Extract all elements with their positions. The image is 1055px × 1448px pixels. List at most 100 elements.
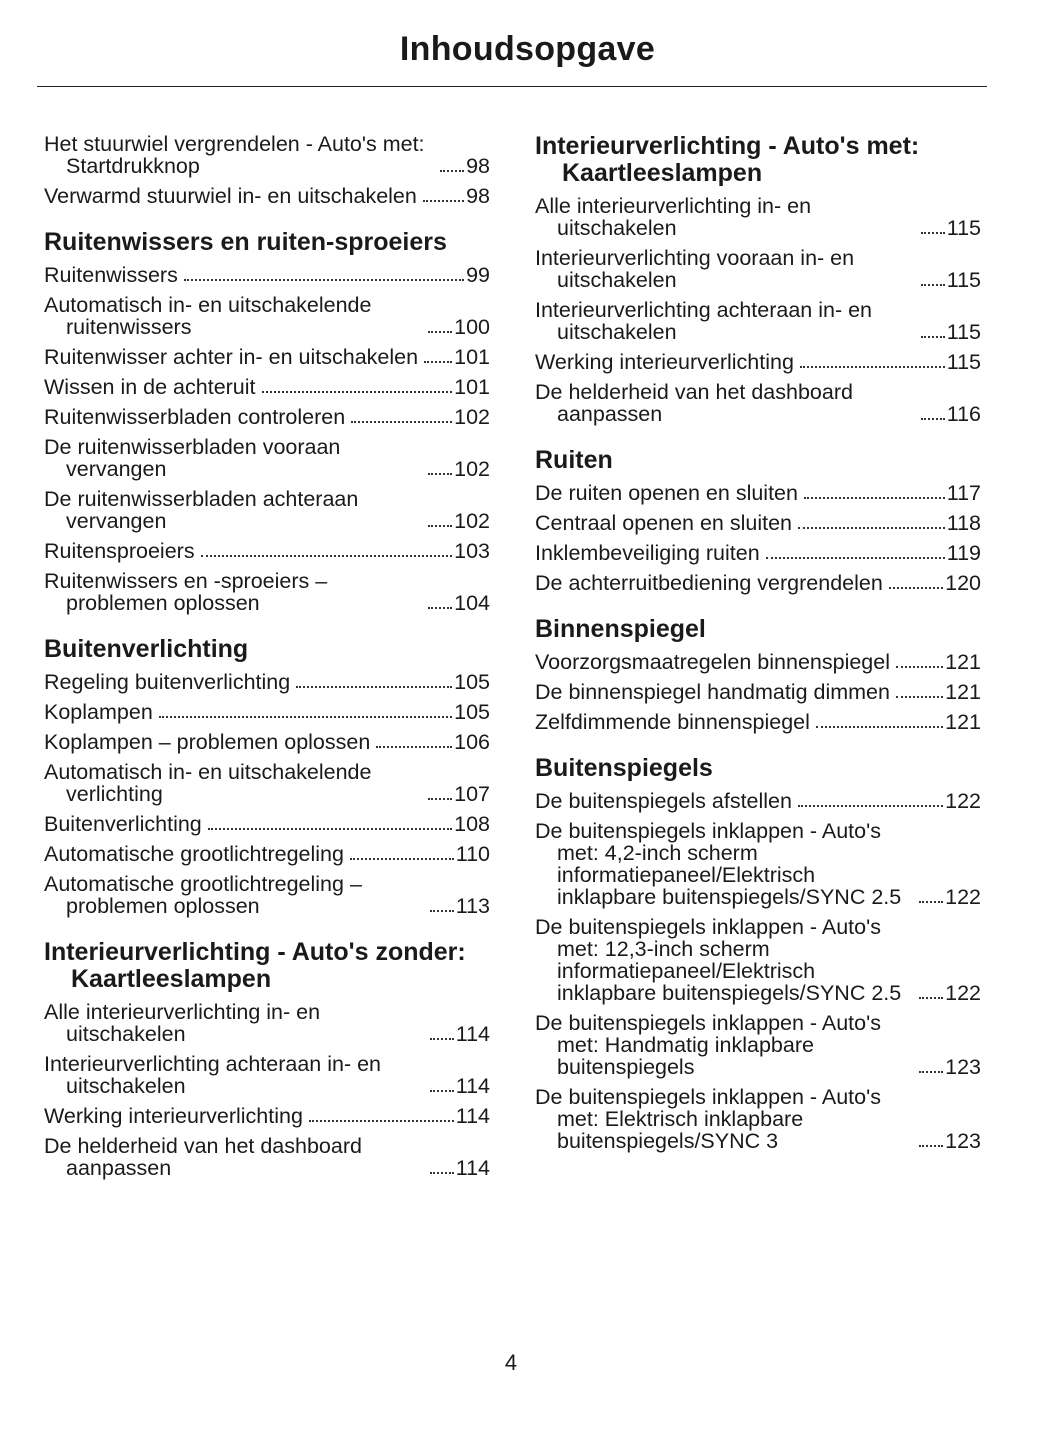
entry-page: 102	[454, 509, 490, 533]
toc-column: Het stuurwiel vergrendelen - Auto's met:…	[44, 133, 490, 1187]
dot-leader	[429, 1172, 454, 1174]
entry-title: Ruitenwissers en -sproeiers – problemen …	[44, 569, 328, 615]
toc-entry: Ruitenwissers 99	[44, 264, 490, 286]
entry-page: 121	[945, 650, 981, 674]
entry-page: 100	[454, 315, 490, 339]
entry-page: 113	[455, 894, 490, 918]
entry-page: 122	[945, 981, 981, 1005]
toc-section: Buitenverlichting Regeling buitenverlicht…	[44, 635, 490, 918]
entry-page: 98	[466, 184, 490, 208]
dot-leader	[296, 686, 453, 688]
dot-leader	[349, 858, 454, 860]
entry-title: De helderheid van het dashboard aanpasse…	[535, 380, 853, 426]
entry-title: Ruitenwissers	[44, 263, 178, 287]
dot-leader	[308, 1120, 454, 1122]
dot-leader	[896, 666, 944, 668]
toc-section: Buitenspiegels De buitenspiegels afstelle…	[535, 754, 981, 1153]
entry-page: 121	[945, 710, 981, 734]
toc-entry: Voorzorgsmaatregelen binnenspiegel 121	[535, 651, 981, 673]
toc-section: Ruitenwissers en ruiten-sproeiers Ruitenw…	[44, 229, 490, 615]
toc-entry: De buitenspiegels inklappen - Auto's met…	[535, 916, 981, 1004]
toc-entry: De buitenspiegels inklappen - Auto's met…	[535, 1012, 981, 1078]
entry-title: Koplampen	[44, 700, 153, 724]
toc-section: Ruiten De ruiten openen en sluiten 117 Cent…	[535, 447, 981, 595]
entry-title: Werking interieurverlichting	[535, 350, 794, 374]
entry-title: Buitenverlichting	[44, 812, 202, 836]
entry-page: 99	[466, 263, 490, 287]
entry-title: Alle interieurverlichting in- en uitscha…	[44, 1000, 321, 1046]
entry-title: De ruiten openen en sluiten	[535, 481, 798, 505]
entry-page: 102	[454, 457, 490, 481]
dot-leader	[888, 587, 944, 589]
entry-title: Interieurverlichting achteraan in- en ui…	[44, 1052, 382, 1098]
toc-entry: Wissen in de achteruit 101	[44, 376, 490, 398]
entry-title: De ruitenwisserbladen achteraan vervange…	[44, 487, 359, 533]
dot-leader	[920, 336, 945, 338]
section-heading: Buitenspiegels	[535, 754, 713, 782]
dot-leader	[428, 798, 453, 800]
entry-title: Interieurverlichting achteraan in- en ui…	[535, 298, 873, 344]
dot-leader	[919, 1145, 944, 1147]
dot-leader	[920, 232, 945, 234]
entry-title: Automatisch in- en uitschakelende verlic…	[44, 760, 372, 806]
toc-column: Interieurverlichting - Auto's met: Kaart…	[535, 133, 981, 1160]
entry-title: Wissen in de achteruit	[44, 375, 256, 399]
dot-leader	[803, 497, 945, 499]
entry-title: De buitenspiegels afstellen	[535, 789, 792, 813]
toc-entry: Ruitenwissers en -sproeiers – problemen …	[44, 570, 490, 614]
dot-leader	[422, 200, 465, 202]
toc-entry: Interieurverlichting vooraan in- en uits…	[535, 247, 981, 291]
dot-leader	[765, 557, 945, 559]
entry-title: Ruitenwisserbladen controleren	[44, 405, 346, 429]
dot-leader	[428, 525, 453, 527]
entry-title: De buitenspiegels inklappen - Auto's met…	[535, 819, 902, 909]
toc-entry: De ruitenwisserbladen achteraan vervange…	[44, 488, 490, 532]
page-title: Inhoudsopgave	[399, 30, 656, 68]
dot-leader	[895, 696, 944, 698]
dot-leader	[428, 473, 453, 475]
entry-title: De helderheid van het dashboard aanpasse…	[44, 1134, 362, 1180]
entry-title: De buitenspiegels inklappen - Auto's met…	[535, 915, 902, 1005]
toc-entry: Automatisch in- en uitschakelende ruiten…	[44, 294, 490, 338]
toc-section: Interieurverlichting - Auto's zonder: Ka…	[44, 939, 490, 1180]
section-heading: Binnenspiegel	[535, 615, 706, 643]
entry-page: 103	[454, 539, 490, 563]
section-heading: Buitenverlichting	[44, 635, 249, 663]
entry-title: Inklembeveiliging ruiten	[535, 541, 760, 565]
dot-leader	[799, 366, 945, 368]
entry-title: Ruitenwisser achter in- en uitschakelen	[44, 345, 419, 369]
entry-title: Interieurverlichting vooraan in- en uits…	[535, 246, 855, 292]
dot-leader	[429, 1038, 454, 1040]
entry-title: De buitenspiegels inklappen - Auto's met…	[535, 1011, 881, 1079]
entry-page: 104	[454, 591, 490, 615]
toc-section: Interieurverlichting - Auto's met: Kaart…	[535, 133, 981, 426]
entry-title: Het stuurwiel vergrendelen - Auto's met:…	[44, 132, 425, 178]
toc-entry: Automatische grootlichtregeling – proble…	[44, 873, 490, 917]
toc-entry: Ruitenwisser achter in- en uitschakelen 1…	[44, 346, 490, 368]
dot-leader	[183, 279, 465, 281]
toc-entry: Buitenverlichting 108	[44, 813, 490, 835]
toc-entry: Werking interieurverlichting 115	[535, 351, 981, 373]
entry-title: Zelfdimmende binnenspiegel	[535, 710, 810, 734]
toc-entry: De buitenspiegels inklappen - Auto's met…	[535, 1086, 981, 1152]
dot-leader	[919, 901, 944, 903]
toc-entry: Centraal openen en sluiten 118	[535, 512, 981, 534]
entry-title: Verwarmd stuurwiel in- en uitschakelen	[44, 184, 417, 208]
entry-page: 122	[945, 789, 981, 813]
toc-entry: Ruitensproeiers 103	[44, 540, 490, 562]
entry-title: De ruitenwisserbladen vooraan vervangen	[44, 435, 341, 481]
toc-section: Binnenspiegel Voorzorgsmaatregelen binnen…	[535, 615, 981, 734]
page-number: 4	[504, 1350, 518, 1375]
dot-leader	[429, 1090, 454, 1092]
toc-entry: De helderheid van het dashboard aanpasse…	[535, 381, 981, 425]
entry-title: Regeling buitenverlichting	[44, 670, 291, 694]
toc-entry: Automatische grootlichtregeling 110	[44, 843, 490, 865]
entry-page: 101	[454, 345, 490, 369]
toc-entry: Verwarmd stuurwiel in- en uitschakelen 98	[44, 185, 490, 207]
entry-page: 106	[454, 730, 490, 754]
toc-entry: De binnenspiegel handmatig dimmen 121	[535, 681, 981, 703]
toc-entry: Werking interieurverlichting 114	[44, 1105, 490, 1127]
toc-entry: De achterruitbediening vergrendelen 120	[535, 572, 981, 594]
entry-page: 122	[945, 885, 981, 909]
